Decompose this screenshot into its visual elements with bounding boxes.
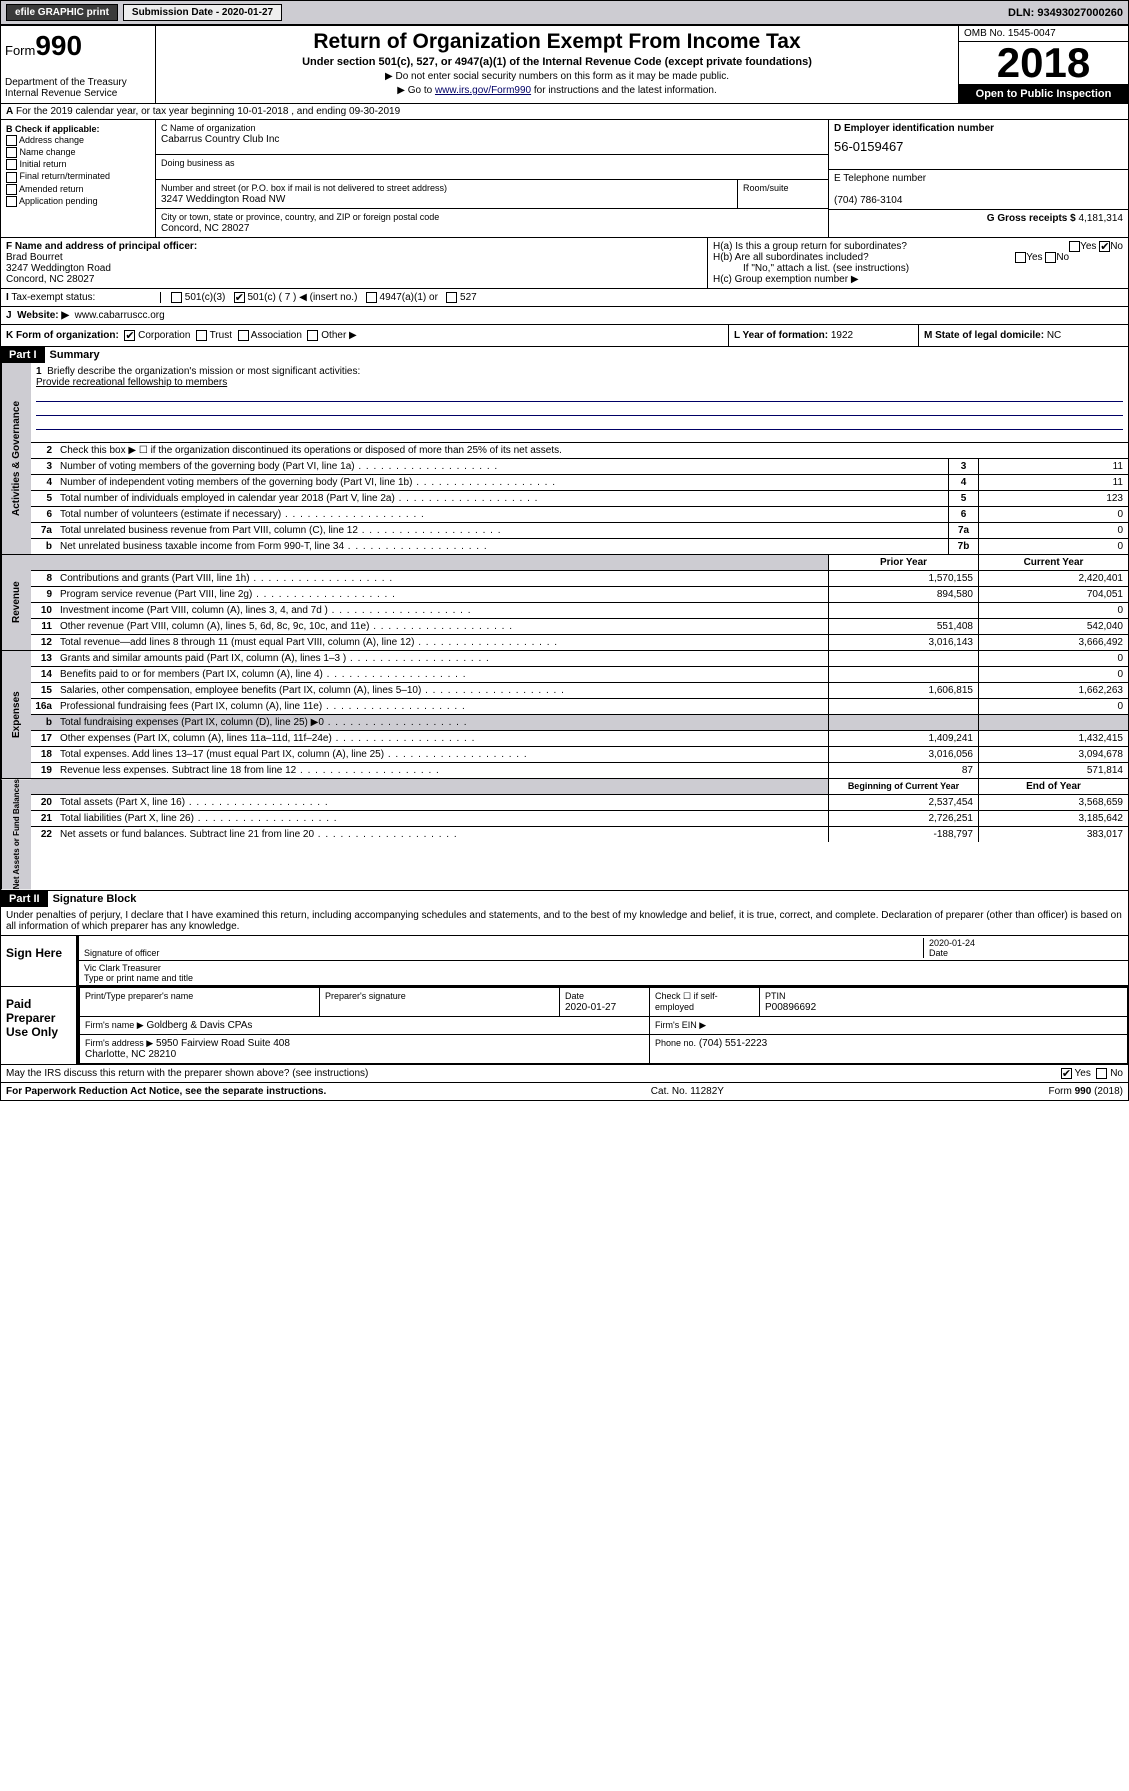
firm-phone: (704) 551-2223 bbox=[699, 1038, 767, 1049]
side-governance: Activities & Governance bbox=[1, 363, 31, 554]
instr1: ▶ Do not enter social security numbers o… bbox=[160, 71, 954, 82]
state-domicile: NC bbox=[1047, 330, 1061, 341]
chk-other[interactable] bbox=[307, 330, 318, 341]
firm-name: Goldberg & Davis CPAs bbox=[146, 1020, 252, 1031]
chk-501c[interactable] bbox=[234, 292, 245, 303]
line-18: 18Total expenses. Add lines 13–17 (must … bbox=[31, 747, 1128, 763]
line-6: 6Total number of volunteers (estimate if… bbox=[31, 507, 1128, 523]
pra-notice: For Paperwork Reduction Act Notice, see … bbox=[6, 1086, 326, 1097]
line-5: 5Total number of individuals employed in… bbox=[31, 491, 1128, 507]
topbar: efile GRAPHIC print Submission Date - 20… bbox=[0, 0, 1129, 25]
tax-year: 2018 bbox=[959, 42, 1128, 84]
ptin: P00896692 bbox=[765, 1002, 816, 1013]
col-b-checkboxes: B Check if applicable: Address change Na… bbox=[1, 120, 156, 237]
form-subtitle: Under section 501(c), 527, or 4947(a)(1)… bbox=[160, 56, 954, 68]
part2-title: Signature Block bbox=[48, 891, 142, 907]
chk-corp[interactable] bbox=[124, 330, 135, 341]
gross-receipts: 4,181,314 bbox=[1079, 213, 1124, 224]
instr-link[interactable]: www.irs.gov/Form990 bbox=[435, 85, 531, 96]
side-netassets: Net Assets or Fund Balances bbox=[1, 779, 31, 889]
dept: Department of the TreasuryInternal Reven… bbox=[5, 77, 151, 99]
instr2: ▶ Go to www.irs.gov/Form990 for instruct… bbox=[160, 85, 954, 96]
line-13: 13Grants and similar amounts paid (Part … bbox=[31, 651, 1128, 667]
form-ref: Form 990 (2018) bbox=[1049, 1086, 1123, 1097]
line-b: bTotal fundraising expenses (Part IX, co… bbox=[31, 715, 1128, 731]
side-expenses: Expenses bbox=[1, 651, 31, 778]
chk-4947[interactable] bbox=[366, 292, 377, 303]
line-15: 15Salaries, other compensation, employee… bbox=[31, 683, 1128, 699]
chk-trust[interactable] bbox=[196, 330, 207, 341]
officer-typed: Vic Clark Treasurer bbox=[84, 963, 1123, 973]
chk-501c3[interactable] bbox=[171, 292, 182, 303]
officer-name: Brad Bourret bbox=[6, 252, 63, 263]
part1-header: Part I bbox=[1, 347, 45, 363]
open-public: Open to Public Inspection bbox=[959, 84, 1128, 103]
officer-addr: 3247 Weddington RoadConcord, NC 28027 bbox=[6, 263, 111, 285]
line-3: 3Number of voting members of the governi… bbox=[31, 459, 1128, 475]
line-9: 9Program service revenue (Part VIII, lin… bbox=[31, 587, 1128, 603]
efile-btn[interactable]: efile GRAPHIC print bbox=[6, 4, 118, 21]
side-revenue: Revenue bbox=[1, 555, 31, 650]
chk-address-change[interactable]: Address change bbox=[6, 135, 150, 146]
ein: 56-0159467 bbox=[834, 139, 1123, 154]
line-22: 22Net assets or fund balances. Subtract … bbox=[31, 827, 1128, 842]
form-num: 990 bbox=[35, 30, 82, 61]
line-4: 4Number of independent voting members of… bbox=[31, 475, 1128, 491]
sig-date: 2020-01-24 bbox=[929, 938, 1123, 948]
discuss-yes[interactable] bbox=[1061, 1068, 1072, 1079]
line-19: 19Revenue less expenses. Subtract line 1… bbox=[31, 763, 1128, 778]
prep-date: 2020-01-27 bbox=[565, 1002, 616, 1013]
line-21: 21Total liabilities (Part X, line 26)2,7… bbox=[31, 811, 1128, 827]
cat-no: Cat. No. 11282Y bbox=[651, 1086, 724, 1097]
chk-assoc[interactable] bbox=[238, 330, 249, 341]
hb-no[interactable] bbox=[1045, 252, 1056, 263]
form-990: Form990 Department of the TreasuryIntern… bbox=[0, 25, 1129, 1101]
subdate-btn[interactable]: Submission Date - 2020-01-27 bbox=[123, 4, 282, 21]
telephone: (704) 786-3104 bbox=[834, 195, 902, 206]
org-name: Cabarrus Country Club Inc bbox=[161, 134, 279, 145]
sign-here: Sign Here bbox=[1, 936, 76, 986]
line-17: 17Other expenses (Part IX, column (A), l… bbox=[31, 731, 1128, 747]
line-20: 20Total assets (Part X, line 16)2,537,45… bbox=[31, 795, 1128, 811]
hb-yes[interactable] bbox=[1015, 252, 1026, 263]
paid-preparer: Paid Preparer Use Only bbox=[1, 987, 76, 1064]
chk-name-change[interactable]: Name change bbox=[6, 147, 150, 158]
perjury-text: Under penalties of perjury, I declare th… bbox=[1, 907, 1128, 935]
line-10: 10Investment income (Part VIII, column (… bbox=[31, 603, 1128, 619]
line-7a: 7aTotal unrelated business revenue from … bbox=[31, 523, 1128, 539]
form-prefix: Form bbox=[5, 43, 35, 58]
dln: DLN: 93493027000260 bbox=[1008, 7, 1123, 19]
line-14: 14Benefits paid to or for members (Part … bbox=[31, 667, 1128, 683]
org-city: Concord, NC 28027 bbox=[161, 223, 249, 234]
ha-yes[interactable] bbox=[1069, 241, 1080, 252]
line-16a: 16aProfessional fundraising fees (Part I… bbox=[31, 699, 1128, 715]
chk-final-return[interactable]: Final return/terminated bbox=[6, 171, 150, 182]
form-title: Return of Organization Exempt From Incom… bbox=[160, 30, 954, 54]
line-12: 12Total revenue—add lines 8 through 11 (… bbox=[31, 635, 1128, 650]
chk-app-pending[interactable]: Application pending bbox=[6, 196, 150, 207]
discuss-no[interactable] bbox=[1096, 1068, 1107, 1079]
chk-initial-return[interactable]: Initial return bbox=[6, 159, 150, 170]
part1-title: Summary bbox=[45, 347, 105, 363]
chk-amended[interactable]: Amended return bbox=[6, 184, 150, 195]
part2-header: Part II bbox=[1, 891, 48, 907]
line-11: 11Other revenue (Part VIII, column (A), … bbox=[31, 619, 1128, 635]
line-8: 8Contributions and grants (Part VIII, li… bbox=[31, 571, 1128, 587]
mission-text: Provide recreational fellowship to membe… bbox=[36, 377, 1123, 388]
line-a: A For the 2019 calendar year, or tax yea… bbox=[1, 104, 1128, 120]
ha-no[interactable] bbox=[1099, 241, 1110, 252]
year-formed: 1922 bbox=[831, 330, 853, 341]
line-b: bNet unrelated business taxable income f… bbox=[31, 539, 1128, 554]
chk-527[interactable] bbox=[446, 292, 457, 303]
org-address: 3247 Weddington Road NW bbox=[161, 194, 285, 205]
website: www.cabarruscc.org bbox=[75, 310, 165, 321]
